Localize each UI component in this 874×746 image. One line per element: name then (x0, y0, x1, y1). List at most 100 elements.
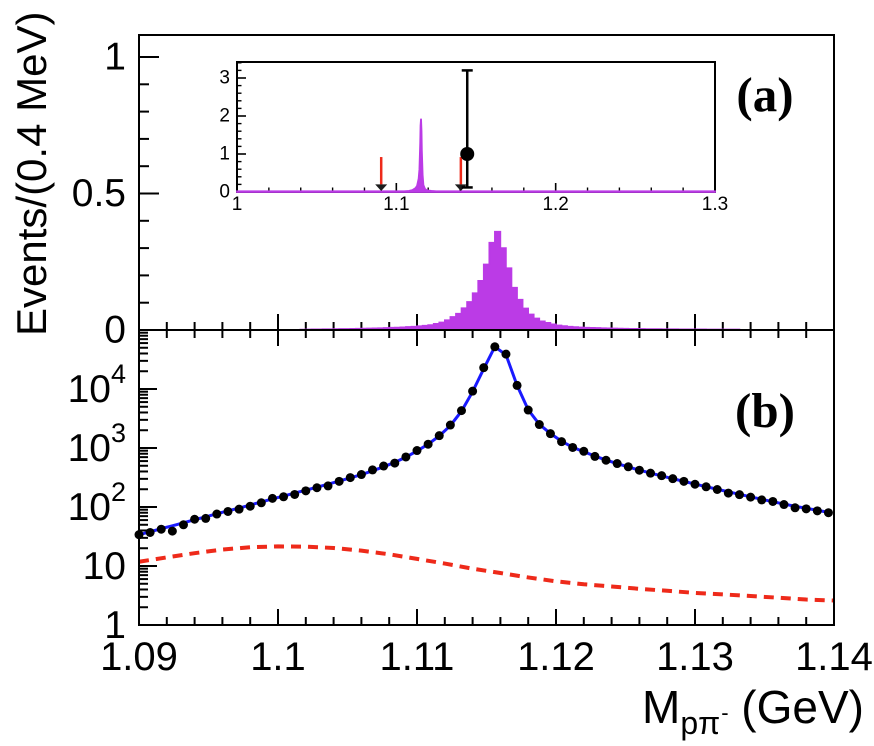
inset-ytick-label: 1 (219, 144, 230, 165)
data-point-marker (156, 524, 166, 534)
data-point-marker (634, 465, 644, 475)
data-point-marker (601, 455, 611, 465)
data-point-marker (256, 498, 266, 508)
inset-frame (236, 61, 716, 193)
data-point-marker (557, 437, 567, 447)
x-axis-title: Mpπ- (GeV) (642, 680, 864, 742)
data-point-marker (646, 468, 656, 478)
data-point-marker (290, 489, 300, 499)
data-point-marker (490, 342, 500, 352)
panel-b-axes: 1.09 1.1 1.11 1.12 1.13 1.14 1 10 102 103 104 (68, 329, 873, 679)
inset-signal-histogram (236, 118, 716, 193)
data-point-marker (746, 492, 756, 502)
y-axis-title: Events/(0.4 MeV) (8, 11, 55, 336)
mass-window-arrow (454, 157, 467, 191)
data-point-marker (779, 500, 789, 510)
inset-xtick-label: 1.1 (383, 194, 409, 215)
data-point-marker (479, 363, 489, 373)
arrow-head (375, 184, 388, 191)
x-axis-title-prefix: M (642, 681, 681, 733)
data-point-marker (390, 458, 400, 468)
panel-b-ytick-label: 104 (68, 359, 126, 411)
panel-b-xtick-label: 1.09 (100, 635, 178, 679)
data-point-marker (701, 482, 711, 492)
data-point-marker (657, 471, 667, 481)
data-point-marker (345, 473, 355, 483)
data-point-marker (412, 446, 422, 456)
data-point-marker (823, 508, 833, 518)
data-point-marker (190, 514, 200, 524)
mass-window-arrow (375, 157, 388, 191)
data-point-marker (590, 451, 600, 461)
background-curve-group (138, 544, 835, 603)
panel-a-ytick-label: 0 (104, 309, 126, 352)
inset-xtick-label: 1.2 (542, 194, 568, 215)
data-point-marker (801, 504, 811, 514)
data-point-marker (445, 420, 455, 430)
data-point-marker (201, 513, 211, 523)
data-point-marker (456, 406, 466, 416)
data-point-marker (623, 462, 633, 472)
data-point-marker (312, 483, 322, 493)
data-point-marker (301, 486, 311, 496)
data-point-marker (790, 503, 800, 513)
data-point-marker (545, 429, 555, 439)
data-point-marker (356, 470, 366, 480)
panel-b-ytick-label: 1 (104, 604, 126, 647)
data-point-marker (734, 490, 744, 500)
data-point-marker (668, 474, 678, 484)
background-curve (138, 544, 835, 603)
data-point-marker (379, 461, 389, 471)
data-point-marker (757, 495, 767, 505)
inset-data-marker (460, 147, 475, 161)
data-point-marker (334, 476, 344, 486)
inset-xtick-label: 1.3 (702, 194, 728, 215)
panel-a-ytick-label: 0.5 (72, 172, 126, 215)
data-point-marker (612, 459, 622, 469)
data-point-marker (401, 452, 411, 462)
data-point-marker (512, 380, 522, 390)
x-axis-title-superscript: - (721, 700, 729, 725)
inset-ytick-label: 0 (219, 182, 230, 203)
x-axis-title-subscript: pπ- (680, 700, 729, 741)
panel-b-xtick-label: 1.12 (517, 635, 595, 679)
data-point-marker (690, 479, 700, 489)
data-point-marker (679, 476, 689, 486)
panel-b-xtick-label: 1.13 (656, 635, 734, 679)
arrow-head (454, 184, 467, 191)
data-point-marker (145, 527, 155, 537)
panel-b-xtick-label: 1.1 (250, 635, 306, 679)
panel-b-label: (b) (735, 383, 795, 438)
data-points (134, 342, 833, 540)
signal-histogram (139, 230, 834, 331)
signal-histogram-fill (139, 231, 834, 330)
data-point-marker (267, 493, 277, 503)
data-point-marker (245, 501, 255, 511)
data-point-marker (468, 386, 478, 396)
data-point-marker (712, 484, 722, 494)
data-point-marker (167, 526, 177, 536)
data-point-marker (178, 520, 188, 530)
panel-b-ytick-label: 102 (68, 477, 126, 529)
panel-b-ytick-label: 103 (68, 418, 126, 470)
panel-a-ytick-label: 1 (104, 36, 126, 79)
data-point-marker (223, 506, 233, 516)
inset-ytick-label: 2 (219, 106, 230, 127)
x-axis-title-suffix: (GeV) (728, 681, 864, 733)
data-point-marker (723, 488, 733, 498)
inset-xtick-label: 1 (232, 194, 243, 215)
data-point-marker (434, 431, 444, 441)
inset-data-point-with-error (460, 69, 475, 189)
panel-b-xtick-label: 1.14 (795, 635, 873, 679)
data-point-marker (423, 439, 433, 449)
data-point-marker (212, 509, 222, 519)
data-point-marker (368, 465, 378, 475)
data-point-marker (323, 481, 333, 491)
panel-b-xtick-label: 1.11 (380, 635, 455, 679)
data-point-marker (534, 420, 544, 430)
panel-a-label: (a) (736, 67, 794, 122)
data-point-marker (501, 349, 511, 359)
